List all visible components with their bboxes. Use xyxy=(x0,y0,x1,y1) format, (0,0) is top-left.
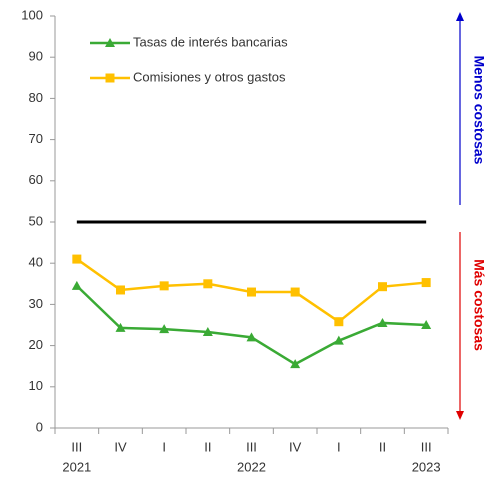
x-tick-label: I xyxy=(162,439,166,454)
y-tick-label: 90 xyxy=(29,49,43,64)
point-marker xyxy=(203,279,213,289)
point-marker xyxy=(105,73,115,83)
point-marker xyxy=(72,254,82,264)
x-tick-label: II xyxy=(379,439,386,454)
point-marker xyxy=(290,287,300,297)
arrow-head xyxy=(456,12,464,21)
point-marker xyxy=(105,38,115,47)
point-marker xyxy=(290,359,301,369)
point-marker xyxy=(202,327,213,337)
year-label: 2021 xyxy=(62,459,91,474)
annotation: Menos costosas xyxy=(471,56,486,165)
x-tick-label: I xyxy=(337,439,341,454)
y-tick-label: 80 xyxy=(29,90,43,105)
legend-label: Comisiones y otros gastos xyxy=(133,69,286,84)
x-tick-label: IV xyxy=(114,439,127,454)
point-marker xyxy=(421,320,432,329)
point-marker xyxy=(378,282,387,292)
y-tick-label: 50 xyxy=(29,213,43,228)
x-tick-label: III xyxy=(71,439,82,454)
y-tick-label: 100 xyxy=(21,7,43,22)
year-label: 2022 xyxy=(237,459,266,474)
point-marker xyxy=(71,280,82,290)
y-tick-label: 70 xyxy=(29,131,43,146)
year-label: 2023 xyxy=(412,459,441,474)
series-line xyxy=(75,284,427,366)
point-marker xyxy=(377,317,388,327)
legend-label: Tasas de interés bancarias xyxy=(133,34,288,49)
x-tick-label: III xyxy=(246,439,257,454)
y-tick-label: 30 xyxy=(29,296,43,311)
point-marker xyxy=(246,332,257,342)
y-tick-label: 40 xyxy=(29,255,43,270)
annotation: Más costosas xyxy=(471,259,486,351)
point-marker xyxy=(247,287,256,297)
point-marker xyxy=(421,278,431,288)
x-tick-label: III xyxy=(421,439,432,454)
y-tick-label: 10 xyxy=(29,378,43,393)
x-tick-label: II xyxy=(204,439,211,454)
point-marker xyxy=(116,285,125,295)
y-tick-label: 60 xyxy=(29,172,43,187)
point-marker xyxy=(333,335,344,345)
arrow-head xyxy=(456,411,464,420)
point-marker xyxy=(159,324,170,334)
y-tick-label: 20 xyxy=(29,337,43,352)
point-marker xyxy=(159,281,169,291)
x-tick-label: IV xyxy=(289,439,302,454)
point-marker xyxy=(115,322,126,332)
y-tick-label: 0 xyxy=(36,419,43,434)
point-marker xyxy=(334,317,344,327)
